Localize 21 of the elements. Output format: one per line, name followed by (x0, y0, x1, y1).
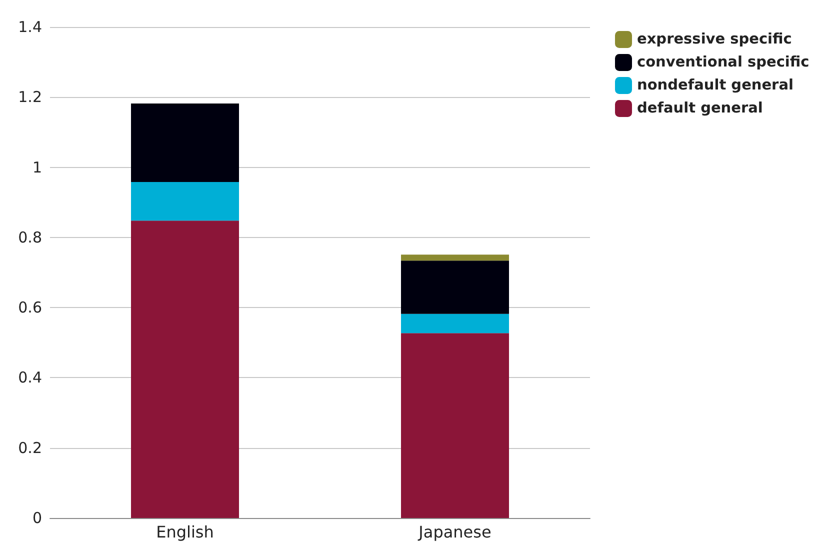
bar (401, 260, 509, 314)
legend-label: default general (637, 100, 763, 116)
bar (401, 333, 509, 518)
y-tick-label: 1.4 (18, 18, 42, 36)
legend-label: nondefault general (637, 78, 794, 94)
legend-label: expressive specific (637, 32, 792, 48)
y-tick-label: 0.6 (18, 298, 42, 317)
x-tick-label: English (156, 522, 214, 542)
bar (401, 314, 509, 334)
y-tick-label: 0 (32, 509, 42, 527)
bar (131, 182, 239, 221)
y-tick-label: 1 (32, 158, 42, 176)
x-tick-label: Japanese (418, 522, 492, 542)
y-tick-label: 0.8 (18, 228, 42, 246)
y-tick-label: 1.2 (18, 88, 42, 106)
y-tick-label: 0.4 (18, 368, 42, 387)
bar (401, 254, 509, 261)
bar (131, 103, 239, 182)
legend-label: conventional specific (637, 54, 810, 70)
y-tick-label: 0.2 (18, 438, 42, 457)
bar (131, 220, 239, 518)
